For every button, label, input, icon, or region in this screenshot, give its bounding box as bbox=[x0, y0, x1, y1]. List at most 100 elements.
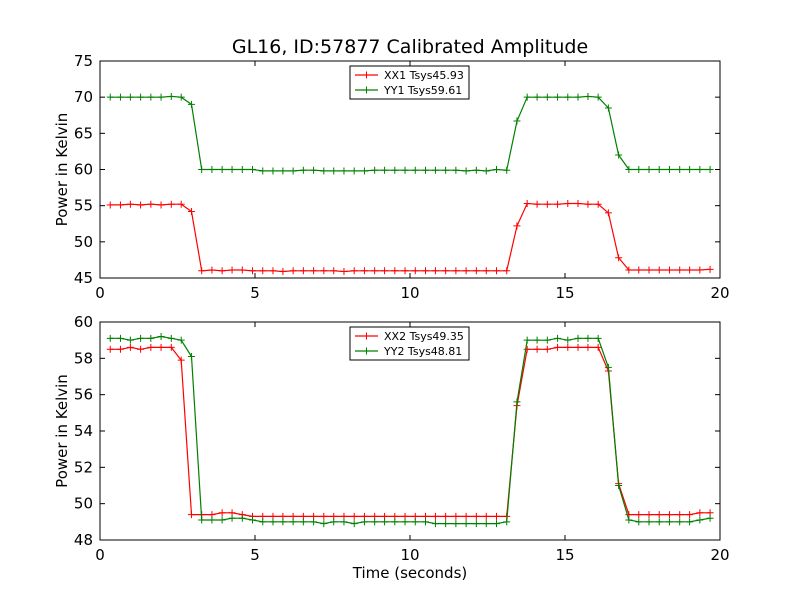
data-point bbox=[350, 167, 358, 175]
data-point bbox=[157, 333, 165, 341]
data-point bbox=[137, 345, 145, 353]
data-point bbox=[391, 267, 399, 275]
data-point bbox=[126, 200, 134, 208]
data-point bbox=[625, 516, 633, 524]
data-point bbox=[167, 343, 175, 351]
data-point bbox=[401, 166, 409, 174]
data-point bbox=[635, 511, 643, 519]
data-point bbox=[482, 167, 490, 175]
y-tick-label: 48 bbox=[74, 531, 93, 549]
data-point bbox=[422, 166, 429, 174]
y-tick-label: 60 bbox=[74, 313, 93, 331]
x-tick-label: 5 bbox=[250, 284, 260, 302]
data-point bbox=[157, 343, 165, 351]
data-point bbox=[126, 93, 134, 101]
data-point bbox=[594, 334, 602, 342]
legend-marker bbox=[363, 347, 370, 355]
data-point bbox=[279, 167, 287, 175]
data-point bbox=[401, 267, 409, 275]
y-tick-label: 50 bbox=[74, 233, 93, 251]
data-point bbox=[533, 345, 541, 353]
data-point bbox=[665, 166, 673, 173]
data-point bbox=[106, 345, 114, 353]
data-point bbox=[299, 166, 307, 174]
data-point bbox=[513, 398, 521, 406]
data-point bbox=[594, 200, 602, 208]
data-point bbox=[330, 518, 338, 526]
data-point bbox=[381, 267, 389, 275]
data-point bbox=[106, 201, 114, 209]
data-point bbox=[340, 167, 348, 175]
data-point bbox=[238, 514, 246, 522]
data-point bbox=[208, 266, 216, 274]
data-point bbox=[350, 512, 358, 520]
data-point bbox=[371, 518, 379, 526]
data-point bbox=[218, 509, 226, 517]
y-tick-label: 54 bbox=[74, 422, 93, 440]
data-point bbox=[665, 511, 673, 519]
data-point bbox=[584, 334, 592, 342]
data-point bbox=[604, 104, 612, 112]
data-point bbox=[523, 93, 531, 101]
legend-marker bbox=[363, 86, 370, 94]
data-point bbox=[492, 166, 500, 173]
data-point bbox=[187, 207, 195, 215]
data-point bbox=[584, 343, 592, 351]
data-point bbox=[167, 92, 175, 100]
y-tick-label: 52 bbox=[74, 458, 93, 476]
data-point bbox=[310, 166, 318, 174]
data-point bbox=[310, 518, 318, 526]
data-point bbox=[187, 511, 195, 519]
data-point bbox=[249, 516, 257, 524]
data-point bbox=[503, 166, 511, 174]
data-point bbox=[696, 266, 704, 274]
data-point bbox=[218, 267, 226, 275]
data-point bbox=[706, 514, 714, 522]
data-point bbox=[584, 92, 592, 100]
y-tick-label: 58 bbox=[74, 349, 93, 367]
legend-label: YY2 Tsys48.81 bbox=[383, 345, 462, 358]
data-point bbox=[686, 166, 694, 173]
series-1 bbox=[106, 199, 714, 275]
data-point bbox=[635, 518, 643, 526]
data-point bbox=[177, 356, 185, 364]
data-point bbox=[198, 267, 206, 275]
data-point bbox=[167, 200, 175, 208]
data-point bbox=[615, 482, 623, 489]
legend-box bbox=[349, 65, 470, 100]
data-point bbox=[381, 166, 389, 174]
data-point bbox=[635, 266, 643, 274]
legend-entry: YY1 Tsys59.61 bbox=[355, 84, 462, 97]
data-point bbox=[503, 267, 511, 275]
data-point bbox=[147, 334, 155, 342]
data-point bbox=[452, 512, 460, 520]
x-tick-label: 10 bbox=[400, 284, 419, 302]
data-point bbox=[147, 93, 155, 101]
data-point bbox=[198, 516, 206, 524]
data-point bbox=[676, 518, 684, 526]
data-point bbox=[472, 520, 480, 528]
data-point bbox=[655, 518, 663, 526]
data-point bbox=[655, 266, 663, 274]
legend-marker bbox=[363, 71, 370, 79]
data-point bbox=[554, 334, 562, 342]
data-point bbox=[177, 93, 185, 101]
data-point bbox=[594, 343, 602, 351]
y-tick-label: 45 bbox=[74, 269, 93, 287]
data-point bbox=[564, 336, 572, 344]
data-point bbox=[137, 334, 145, 342]
data-point bbox=[177, 336, 185, 344]
data-point bbox=[126, 343, 134, 351]
series-line bbox=[110, 202, 711, 273]
series-line bbox=[110, 95, 711, 172]
data-point bbox=[462, 167, 470, 175]
data-point bbox=[442, 166, 450, 174]
data-point bbox=[198, 166, 206, 173]
data-point bbox=[371, 267, 379, 275]
x-tick-label: 20 bbox=[710, 284, 729, 302]
data-point bbox=[706, 265, 714, 273]
data-point bbox=[452, 520, 460, 528]
data-point bbox=[289, 518, 297, 526]
data-point bbox=[645, 518, 653, 526]
data-point bbox=[645, 166, 653, 173]
